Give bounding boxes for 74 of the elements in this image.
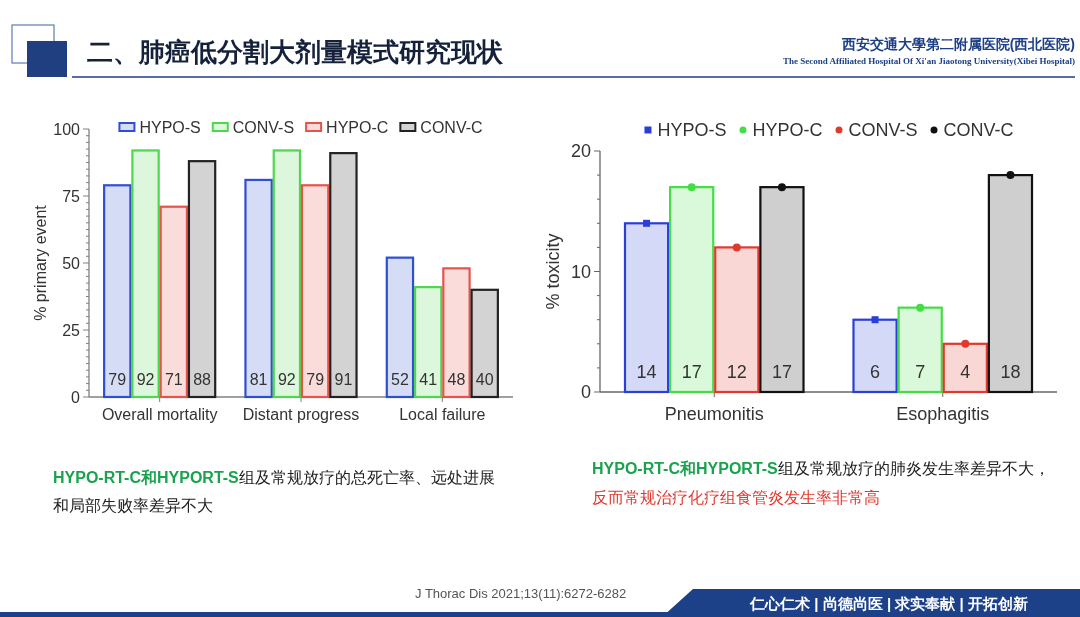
text: J Thorac Dis 2021;13(11):6272-6282 <box>415 586 627 601</box>
data-label: 48 <box>447 371 466 388</box>
bar <box>623 222 670 394</box>
data-label: 88 <box>193 371 212 388</box>
legend-label: CONV-S <box>232 118 295 136</box>
data-label: 17 <box>771 362 792 382</box>
data-label: 12 <box>726 362 747 382</box>
legend-label: CONV-S <box>848 120 918 141</box>
bar <box>103 184 132 399</box>
text: 组及常规放疗的总死亡率、远处进展 <box>238 469 495 486</box>
data-label: 79 <box>306 371 325 388</box>
bar <box>897 306 943 394</box>
bar <box>942 342 988 394</box>
y-axis-title: % primary event <box>31 204 49 321</box>
bar <box>413 286 443 399</box>
y-tick-label: 25 <box>62 321 81 339</box>
bar <box>272 149 302 399</box>
data-label: 52 <box>391 371 409 388</box>
bar <box>300 184 330 399</box>
text: 和局部失败率差异不大 <box>53 496 214 516</box>
data-label: 14 <box>636 362 657 382</box>
data-label: 71 <box>164 371 183 388</box>
legend-label: HYPO-S <box>139 118 201 136</box>
x-tick-label: Esophagitis <box>896 404 990 424</box>
data-label: 17 <box>681 362 702 382</box>
x-tick-label: Pneumonitis <box>664 404 764 424</box>
bar <box>385 256 415 399</box>
data-label: 92 <box>277 371 296 388</box>
bar <box>329 152 358 399</box>
y-axis-title: % toxicity <box>543 233 563 310</box>
data-label: 91 <box>334 371 353 388</box>
bar <box>159 205 189 399</box>
x-tick-label: Overall mortality <box>101 406 218 423</box>
bar <box>187 160 217 399</box>
y-tick-label: 0 <box>580 382 591 403</box>
y-tick-label: 20 <box>570 141 591 162</box>
text: The Second Affiliated Hospital Of Xi'an Jiaotong University(Xibei Hospital) <box>782 56 1075 66</box>
y-tick-label: 0 <box>71 388 81 406</box>
text: HYPO-RT-C和HYPORT-S <box>53 469 239 486</box>
y-tick-label: 10 <box>570 261 591 282</box>
bar <box>714 246 760 394</box>
bar <box>987 174 1034 394</box>
bar <box>244 178 273 399</box>
legend-label: HYPO-S <box>657 120 727 141</box>
legend-label: HYPO-C <box>326 118 389 136</box>
bar <box>131 149 160 399</box>
text: HYPO-RT-C和HYPORT-S <box>592 460 778 477</box>
x-tick-label: Distant progress <box>242 406 360 423</box>
data-label: 41 <box>419 371 438 388</box>
x-tick-label: Local failure <box>399 406 486 423</box>
data-label: 92 <box>136 371 155 388</box>
bar <box>852 318 898 394</box>
legend-label: CONV-C <box>943 120 1014 141</box>
data-label: 6 <box>870 362 881 382</box>
text: 仁心仁术 | 尚德尚医 | 求实奉献 | 开拓创新 <box>749 595 1028 612</box>
data-label: 18 <box>1000 362 1021 382</box>
y-tick-label: 75 <box>62 187 81 205</box>
bar <box>669 186 715 394</box>
data-label: 4 <box>960 362 971 382</box>
data-label: 40 <box>475 371 494 388</box>
y-tick-label: 100 <box>53 120 81 138</box>
text: 二、肺癌低分割大剂量模式研究现状 <box>87 37 504 67</box>
data-label: 79 <box>108 371 127 388</box>
legend-label: HYPO-C <box>752 120 823 141</box>
bar <box>442 267 471 399</box>
bar <box>759 186 805 394</box>
data-label: 81 <box>249 371 268 388</box>
legend-label: CONV-C <box>420 118 483 136</box>
text: 反而常规治疗化疗组食管炎发生率非常高 <box>592 488 881 508</box>
bar <box>470 288 499 399</box>
y-tick-label: 50 <box>62 254 81 272</box>
text: 组及常规放疗的肺炎发生率差异不大， <box>777 460 1050 477</box>
text: 西安交通大學第二附属医院(西北医院) <box>840 36 1075 52</box>
data-label: 7 <box>915 362 926 382</box>
